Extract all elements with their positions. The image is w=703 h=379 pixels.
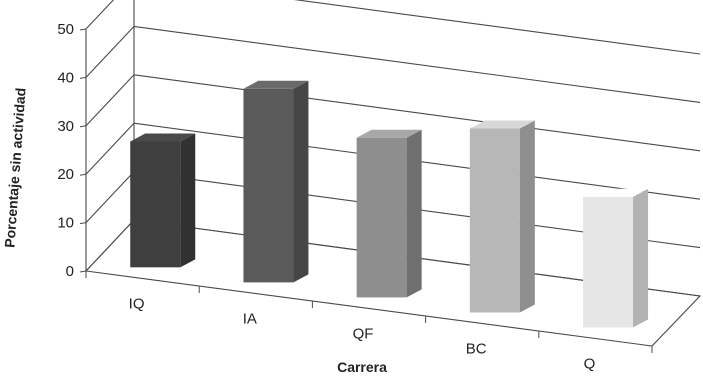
bar-front-face — [243, 88, 294, 283]
y-tick-labels: 0 10 20 30 40 50 — [57, 21, 74, 280]
y-tick-mark — [79, 28, 87, 31]
y-tick-mark — [79, 270, 87, 273]
bar-top-face — [243, 80, 309, 89]
bar-side-face — [293, 80, 309, 283]
x-tick-label: IQ — [129, 296, 145, 313]
bar-BC — [469, 120, 535, 313]
bar-Q — [583, 188, 649, 328]
x-tick-label: BC — [466, 341, 487, 358]
gridline-side — [85, 0, 115, 30]
bar-IQ — [130, 133, 196, 268]
gridline-side — [85, 26, 135, 78]
y-axis-title: Porcentaje sin actividad — [1, 87, 28, 248]
y-tick-label: 40 — [57, 69, 74, 86]
x-tick-labels: IQ IA QF BC Q — [129, 296, 596, 373]
x-axis-title: Carrera — [337, 359, 387, 375]
bar-QF — [356, 129, 422, 298]
bar-IA — [243, 80, 309, 283]
bar-top-face — [583, 188, 649, 197]
y-tick-label: 0 — [66, 263, 74, 280]
bar-top-face — [469, 120, 535, 129]
y-tick-label: 30 — [57, 118, 74, 135]
gridline-side — [85, 74, 135, 127]
gridline — [293, 0, 701, 55]
bar-top-face — [130, 133, 196, 142]
y-tick-label: 10 — [57, 215, 74, 232]
bar-side-face — [519, 120, 535, 313]
bar-front-face — [469, 128, 520, 313]
bar-front-face — [356, 137, 407, 298]
y-tick-mark — [79, 76, 87, 79]
gridline — [133, 74, 701, 152]
bar-side-face — [406, 129, 422, 298]
y-tick-label: 50 — [57, 21, 74, 38]
y-tick-mark — [79, 222, 87, 225]
x-tick-label: IA — [243, 311, 257, 328]
x-tick-label: Q — [584, 356, 596, 373]
y-tick-mark — [79, 125, 87, 128]
gridline — [133, 25, 701, 103]
y-tick-label: 20 — [57, 166, 74, 183]
floor-plane — [84, 219, 702, 347]
bar-front-face — [583, 196, 634, 328]
gridline-side — [85, 122, 135, 175]
bar-side-face — [180, 133, 196, 268]
bars — [130, 80, 649, 328]
x-tick-label: QF — [353, 326, 374, 343]
bar-top-face — [356, 129, 422, 138]
bar-front-face — [130, 141, 181, 268]
axes — [79, 0, 702, 353]
gridline-side — [85, 171, 135, 223]
bar-side-face — [633, 188, 649, 328]
y-tick-mark — [79, 173, 87, 176]
